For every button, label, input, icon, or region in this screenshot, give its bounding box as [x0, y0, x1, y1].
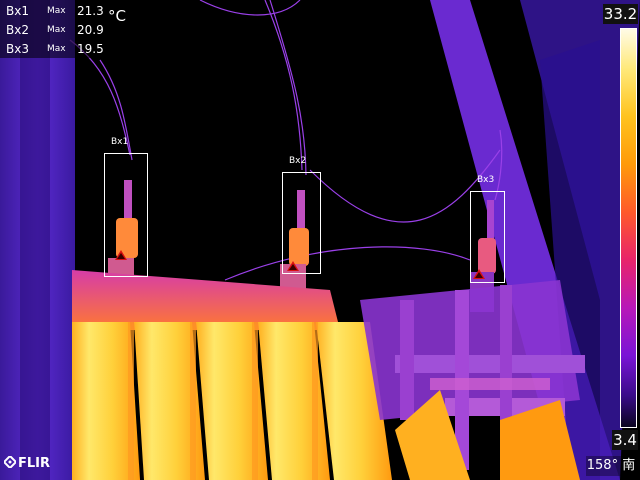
measurement-box-bx3[interactable]	[470, 191, 505, 283]
measurement-name: Bx3	[6, 42, 29, 56]
scale-min-value: 3.4	[612, 430, 638, 450]
measurement-kind: Max	[47, 25, 66, 35]
measurement-name: Bx2	[6, 23, 29, 37]
scale-max-value: 33.2	[603, 4, 638, 24]
measurement-row: Bx2 Max 20.9	[0, 21, 118, 39]
measurement-box-label: Bx2	[289, 156, 307, 166]
measurement-name: Bx1	[6, 4, 29, 18]
measurement-box-bx2[interactable]	[282, 172, 321, 274]
max-temp-marker	[115, 250, 127, 260]
measurement-box-label: Bx3	[477, 175, 495, 185]
measurement-value: 19.5	[77, 42, 104, 56]
flir-logo: FLIR	[4, 456, 50, 471]
measurement-readout: Bx1 Max 21.3 °C Bx2 Max 20.9 Bx3 Max 19.…	[0, 0, 126, 58]
measurement-value: 21.3	[77, 4, 104, 18]
measurement-row: Bx1 Max 21.3 °C	[0, 2, 126, 25]
temperature-unit: °C	[108, 7, 126, 25]
measurement-kind: Max	[47, 6, 66, 16]
measurement-box-label: Bx1	[111, 137, 129, 147]
max-temp-marker	[473, 269, 485, 279]
brand-name: FLIR	[18, 456, 51, 471]
compass-heading: 158° 南	[586, 456, 636, 476]
measurement-row: Bx3 Max 19.5	[0, 40, 118, 58]
overhead-wires	[69, 0, 503, 281]
flir-logo-icon	[4, 456, 16, 468]
max-temp-marker	[287, 261, 299, 271]
transformer-tank-top	[72, 270, 340, 330]
measurement-value: 20.9	[77, 23, 104, 37]
switchgear-structure	[360, 280, 585, 480]
measurement-kind: Max	[47, 44, 66, 54]
transformer-radiators	[72, 322, 392, 480]
temperature-color-scale	[620, 28, 637, 428]
measurement-box-bx1[interactable]	[104, 153, 148, 277]
